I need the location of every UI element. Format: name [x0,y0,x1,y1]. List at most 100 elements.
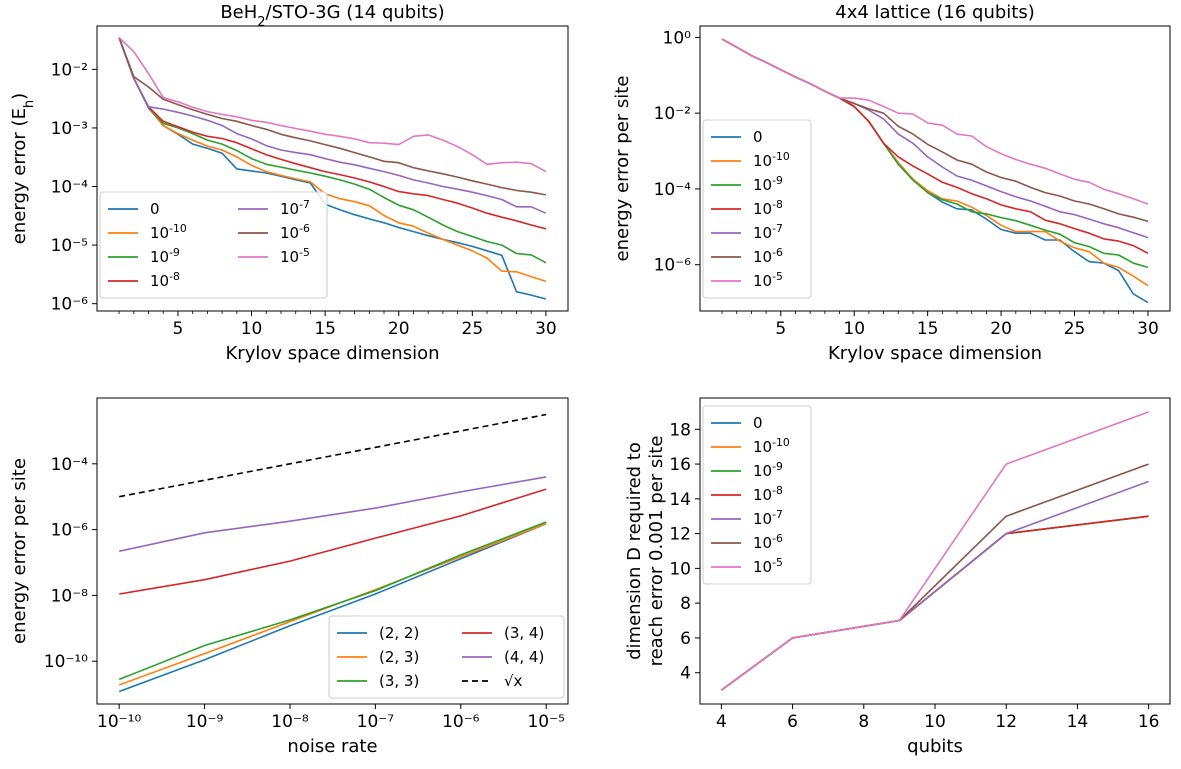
series-line-c-4 [119,476,547,552]
x-tick-label: 20 [388,319,410,339]
x-tick-label: 10⁻⁹ [186,712,224,732]
chart-panel-b: 5 10 15 20 25 30 10⁻⁶ 10⁻⁴ 10⁻² 10⁰ 4x4 lattice (1… [612,2,1171,364]
series-line-a-5 [118,37,547,196]
chart-panel-a: 5 10 15 20 25 30 10⁻⁶ 10⁻⁵ 10⁻⁴ 10⁻³ 10⁻² BeH2/STO-… [9,2,569,364]
legend-label: √x [504,672,523,690]
series-line-c-0 [118,523,547,693]
legend-box [702,119,812,299]
legend-label: 10-6 [280,222,310,243]
y-tick-label: 6 [680,629,691,649]
y-tick-label: 4 [680,664,691,684]
y-tick-label: 10⁻² [51,60,88,80]
legend-box [99,191,328,299]
series-line-c-3 [119,488,547,595]
chart-panel-c: 10⁻¹⁰ 10⁻⁹ 10⁻⁸ 10⁻⁷ 10⁻⁶ 10⁻⁵ 10⁻¹⁰ 10⁻⁸ 10⁻⁶ 10… [9,397,569,757]
y-axis-label: energy error (Eh) [9,93,37,244]
x-tick-label: 10 [241,319,263,339]
y-axis-label: energy error per site [9,458,30,644]
series-line-a-6 [118,36,547,173]
legend-label: 10-6 [753,246,783,267]
x-tick-label: 4 [716,712,727,732]
y-tick-label: 10 [669,559,691,579]
chart-title: BeH2/STO-3G (14 qubits) [220,2,444,30]
y-tick-label: 10⁻⁴ [51,455,89,475]
legend-a: 0 10-10 10-9 10-8 10-7 10-6 10-5 [99,191,328,299]
series-line-a-1 [118,37,547,283]
y-tick-label: 10⁻⁵ [51,236,88,256]
legend-c: (2, 2) (2, 3) (3, 3) (3, 4) (4, 4) √x [328,615,565,699]
series-line-a-0 [118,37,547,300]
legend-label: (3, 3) [379,672,419,690]
x-tick-label: 10⁻⁷ [357,712,395,732]
legend-label: 10-9 [150,246,180,267]
legend-label: 10-10 [753,436,790,457]
y-tick-label: 10⁻² [654,104,691,124]
x-tick-label: 10⁻⁶ [442,712,480,732]
axes-frame-a [96,25,569,312]
legend-d: 0 10-10 10-9 10-8 10-7 10-6 10-5 [702,405,812,585]
series-line-c-5 [119,413,547,498]
y-tick-label: 10⁻⁶ [51,521,89,541]
legend-label: (4, 4) [504,648,544,666]
y-axis-label: energy error per site [612,76,633,262]
legend-label: 10-9 [753,460,783,481]
legend-label: 10-8 [753,484,783,505]
axes-frame-b [699,25,1171,312]
y-tick-label: 10⁻⁴ [51,178,89,198]
x-axis-label: Krylov space dimension [225,343,439,364]
legend-label: 10-6 [753,532,783,553]
series-line-a-2 [118,37,547,264]
legend-label: 10-5 [753,556,783,577]
legend-label: (2, 2) [379,624,419,642]
series-line-a-3 [118,37,547,230]
legend-b: 0 10-10 10-9 10-8 10-7 10-6 10-5 [702,119,812,299]
legend-label: 10-7 [280,198,310,219]
x-axis-label: qubits [907,736,963,757]
legend-label: 10-9 [753,174,783,195]
x-axis-label: Krylov space dimension [828,343,1042,364]
x-tick-label: 25 [462,319,484,339]
x-tick-label: 20 [990,319,1012,339]
x-tick-label: 30 [1137,319,1159,339]
series-line-a-4 [118,37,547,214]
legend-label: 10-10 [753,150,790,171]
x-tick-label: 5 [173,319,184,339]
legend-label: 0 [753,414,763,432]
x-tick-label: 10 [924,712,946,732]
legend-label: (3, 4) [504,624,544,642]
y-axis-label: dimension D required to [624,442,645,660]
x-tick-label: 30 [535,319,557,339]
y-axis-label: reach error 0.001 per site [646,436,667,667]
y-tick-label: 14 [669,490,691,510]
x-tick-label: 5 [775,319,786,339]
y-tick-label: 10⁻⁶ [51,295,89,315]
legend-label: 0 [753,128,763,146]
chart-title: 4x4 lattice (16 qubits) [835,2,1035,23]
y-tick-label: 8 [680,594,691,614]
legend-label: 10-5 [280,246,310,267]
x-tick-label: 10⁻¹⁰ [97,712,141,732]
x-tick-label: 10⁻⁵ [527,712,564,732]
y-tick-label: 16 [669,455,691,475]
series-line-d-6 [720,411,1149,691]
y-tick-label: 10⁻⁸ [51,586,89,606]
x-tick-label: 15 [917,319,939,339]
x-tick-label: 25 [1064,319,1086,339]
y-tick-label: 10⁻³ [51,119,88,139]
legend-box [328,615,565,699]
x-tick-label: 6 [787,712,798,732]
y-tick-label: 10⁰ [663,28,692,48]
x-tick-label: 14 [1067,712,1089,732]
x-tick-label: 10⁻⁸ [271,712,309,732]
legend-label: 10-7 [753,222,783,243]
y-tick-label: 10⁻⁴ [654,180,692,200]
series-line-c-2 [118,521,547,681]
x-tick-label: 10 [843,319,865,339]
legend-box [702,405,812,585]
legend-label: (2, 3) [379,648,419,666]
legend-label: 10-8 [150,270,180,291]
legend-label: 10-7 [753,508,783,529]
y-tick-label: 10⁻⁶ [654,256,692,276]
y-tick-label: 18 [669,420,691,440]
